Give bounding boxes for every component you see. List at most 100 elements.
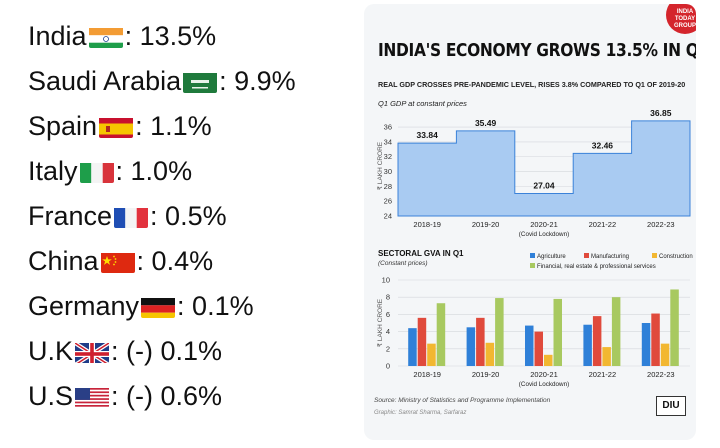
legend-swatch [530, 253, 535, 258]
x-tick-label: 2021-22 [589, 220, 617, 229]
y-tick-label: 30 [384, 167, 392, 176]
bar-financial [553, 298, 562, 366]
bar-financial [611, 297, 621, 366]
legend-entry: Manufacturing [591, 254, 629, 260]
growth-value: : 9.9% [219, 66, 296, 96]
bar-financial [670, 289, 679, 366]
list-item: Spain : 1.1% [28, 104, 296, 149]
bar-agriculture [583, 324, 592, 366]
y-tick-label: 34 [384, 137, 392, 146]
y-tick-label: 32 [384, 152, 392, 161]
data-label: 36.85 [650, 108, 672, 118]
x-tick-label: 2019-20 [472, 370, 500, 379]
x-tick-label: 2019-20 [472, 220, 500, 229]
logo-text: INDIA TODAY GROUP [673, 9, 696, 29]
source-note: Source: Ministry of Statistics and Progr… [374, 397, 551, 404]
growth-value: : 0.5% [150, 201, 227, 231]
y-tick-label: 10 [382, 276, 390, 285]
bar-agriculture [525, 325, 534, 366]
bar-agriculture [641, 323, 651, 366]
growth-value: : (-) 0.6% [111, 381, 223, 411]
growth-value: : 0.1% [177, 291, 254, 321]
growth-value: : 1.1% [135, 111, 212, 141]
growth-value: : 0.4% [136, 246, 214, 276]
list-item: Saudi Arabia : 9.9% [28, 59, 296, 104]
bar-manufacturing [592, 316, 602, 366]
bar-manufacturing [651, 313, 660, 366]
x-tick-label: 2018-19 [413, 220, 441, 229]
data-label: 27.04 [533, 180, 555, 190]
y-tick-label: 8 [386, 293, 390, 302]
x-tick-label: 2018-19 [413, 370, 441, 379]
infographic-panel: INDIA TODAY GROUP INDIA'S ECONOMY GROWS … [364, 4, 696, 440]
growth-value: : (-) 0.1% [111, 336, 223, 366]
y-axis-label: ₹ LAKH CRORE [376, 141, 384, 190]
bar-construction [544, 354, 553, 366]
country-name: Germany [28, 291, 140, 321]
uk-flag-icon [75, 340, 110, 363]
india-flag-icon [88, 26, 123, 48]
y-axis-label: ₹ LAKH CRORE [376, 298, 384, 347]
growth-value: : 1.0% [115, 156, 193, 186]
china-flag-icon [100, 251, 135, 273]
graphic-credit: Graphic: Samrat Sharma, Sarfaraz [374, 410, 467, 416]
spain-flag-icon [99, 116, 134, 138]
list-item: U.S : (-) 0.6% [28, 374, 296, 419]
list-item: India : 13.5% [28, 14, 296, 59]
us-flag-icon [75, 386, 110, 408]
saudi-arabia-flag-icon [183, 71, 218, 93]
list-item: Italy : 1.0% [28, 149, 296, 194]
x-tick-label: 2022-23 [647, 220, 675, 229]
legend-entry: Construction [659, 254, 693, 260]
chart-title: Q1 GDP at constant prices [378, 99, 467, 108]
list-item: U.K : (-) 0.1% [28, 329, 296, 374]
bar-manufacturing [417, 317, 427, 366]
country-growth-list: India : 13.5% Saudi Arabia : 9.9% Spain … [28, 14, 296, 419]
country-name: U.S [28, 381, 74, 411]
country-name: India [28, 21, 87, 51]
x-tick-label: 2022-23 [647, 370, 675, 379]
y-tick-label: 24 [384, 212, 392, 221]
y-tick-label: 2 [386, 344, 390, 353]
y-tick-label: 0 [386, 362, 390, 371]
bar-manufacturing [534, 331, 543, 366]
list-item: China : 0.4% [28, 239, 296, 284]
country-name: Saudi Arabia [28, 66, 182, 96]
germany-flag-icon [141, 296, 176, 318]
x-tick-note: (Covid Lockdown) [519, 231, 569, 238]
x-tick-label: 2020-21 [530, 370, 558, 379]
legend-entry: Financial, real estate & professional se… [537, 264, 656, 270]
bar-financial [495, 298, 504, 366]
chart-title: SECTORAL GVA IN Q1 [378, 249, 464, 258]
y-tick-label: 36 [384, 123, 392, 132]
x-tick-note: (Covid Lockdown) [519, 381, 569, 388]
y-tick-label: 6 [386, 310, 390, 319]
bar-construction [485, 342, 495, 366]
gdp-area-series [397, 120, 691, 217]
bar-agriculture [466, 327, 476, 366]
infographic-headline: INDIA'S ECONOMY GROWS 13.5% IN Q1 [378, 40, 696, 61]
y-tick-label: 28 [384, 182, 392, 191]
data-label: 33.84 [417, 130, 439, 140]
gdp-step-2020-21 [515, 193, 573, 216]
growth-value: : 13.5% [124, 21, 217, 51]
x-tick-label: 2020-21 [530, 220, 558, 229]
bar-construction [602, 347, 611, 366]
infographic-subheadline: REAL GDP CROSSES PRE-PANDEMIC LEVEL, RIS… [378, 80, 686, 89]
country-name: Spain [28, 111, 98, 141]
bar-construction [660, 343, 670, 366]
data-label: 35.49 [475, 118, 497, 128]
country-name: France [28, 201, 113, 231]
gdp-step-2018-19 [398, 143, 456, 216]
gdp-step-2022-23 [632, 121, 690, 216]
sectoral-gva-bar-chart: SECTORAL GVA IN Q1 (Constant prices) Agric… [376, 249, 693, 388]
bar-agriculture [408, 328, 417, 366]
bar-manufacturing [476, 317, 485, 366]
bar-financial [436, 303, 446, 366]
data-label: 32.46 [592, 140, 614, 150]
bar-construction [427, 343, 436, 366]
country-name: U.K [28, 336, 74, 366]
legend-entry: Agriculture [537, 254, 566, 260]
italy-flag-icon [79, 161, 114, 183]
legend-swatch [530, 263, 535, 268]
